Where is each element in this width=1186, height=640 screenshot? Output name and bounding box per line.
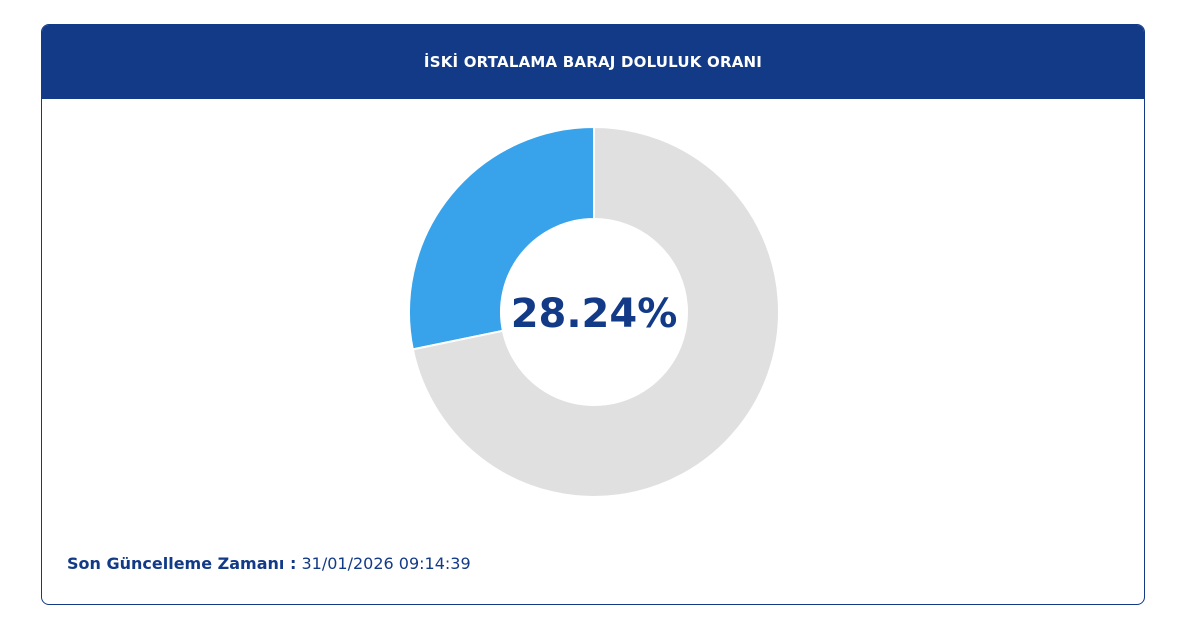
update-label: Son Güncelleme Zamanı : bbox=[67, 554, 297, 573]
chart-title: İSKİ ORTALAMA BARAJ DOLULUK ORANI bbox=[423, 53, 763, 71]
update-time: 31/01/2026 09:14:39 bbox=[301, 554, 471, 573]
footer: Son Güncelleme Zamanı : 31/01/2026 09:14… bbox=[67, 554, 471, 573]
chart: 28.24% bbox=[408, 125, 780, 498]
card-header: İSKİ ORTALAMA BARAJ DOLULUK ORANI bbox=[42, 25, 1144, 99]
donut-segment bbox=[411, 125, 780, 498]
donut-segment bbox=[408, 125, 595, 351]
center-value: 28.24% bbox=[511, 291, 678, 337]
card: İSKİ ORTALAMA BARAJ DOLULUK ORANI 28.24%… bbox=[41, 24, 1145, 605]
